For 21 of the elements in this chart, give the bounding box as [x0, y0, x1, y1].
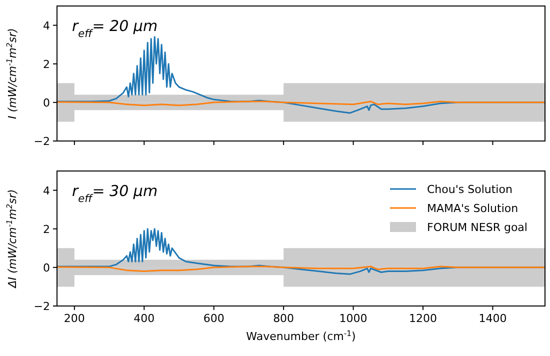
x-axis-title: Wavenumber (cm$^{-1}$)	[246, 328, 356, 343]
y-tick-label: −2	[34, 135, 50, 148]
x-tick-label: 400	[134, 312, 155, 325]
x-tick-label: 800	[273, 312, 294, 325]
y-tick-label: 0	[43, 96, 50, 110]
y-tick-label: 0	[43, 261, 50, 274]
x-tick-label: 1000	[339, 312, 368, 325]
x-tick-label: 1200	[409, 312, 437, 325]
y-tick-label: 4	[43, 184, 50, 198]
annotation: r$_{eff}$= 30 μm	[72, 182, 158, 205]
y-tick-label: 2	[43, 222, 50, 236]
legend-label: MAMA's Solution	[427, 202, 518, 215]
legend-label: FORUM NESR goal	[427, 221, 528, 234]
legend-label: Chou's Solution	[427, 183, 512, 196]
annotation: r$_{eff}$= 20 μm	[72, 17, 158, 40]
x-tick-label: 200	[64, 312, 85, 325]
x-tick-label: 600	[203, 312, 224, 325]
x-tick-label: 1400	[478, 312, 507, 325]
y-tick-label: 2	[43, 58, 50, 71]
y-tick-label: −2	[34, 300, 50, 313]
y-tick-label: 4	[43, 19, 50, 32]
